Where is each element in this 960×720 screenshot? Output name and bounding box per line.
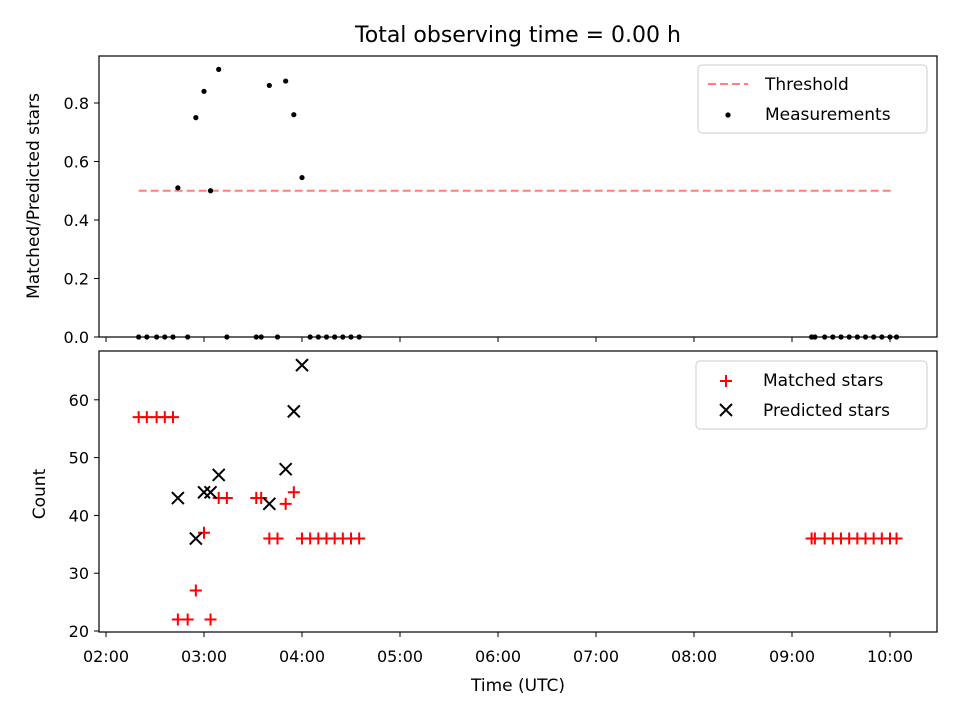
top-y-tick-label: 0.6 — [64, 153, 89, 172]
bottom-y-tick-label: 50 — [69, 449, 89, 468]
legend-predicted-swatch — [719, 403, 733, 417]
measurement-point — [283, 78, 289, 84]
legend-matched-label: Matched stars — [763, 371, 883, 391]
bottom-y-tick-label: 20 — [69, 622, 89, 641]
x-tick-label: 05:00 — [377, 647, 423, 666]
chart-title: Total observing time = 0.00 h — [354, 23, 681, 48]
predicted-star-marker — [287, 404, 301, 419]
measurement-point — [193, 115, 199, 121]
matched-star-marker — [255, 492, 268, 505]
legend-threshold-label: Threshold — [764, 75, 849, 95]
bottom-y-tick-label: 30 — [69, 564, 89, 583]
predicted-star-marker — [197, 485, 211, 499]
count-panel: 20 30 40 50 60 02:00 03:00 04:00 05:00 06:00 07:0… — [30, 350, 938, 696]
matched-star-marker — [204, 613, 217, 626]
x-tick-label: 08:00 — [671, 647, 717, 666]
predicted-star-marker — [278, 462, 293, 476]
bottom-axes-frame — [98, 350, 938, 633]
matched-star-marker — [890, 532, 903, 545]
top-legend: Threshold Measurements — [697, 64, 928, 134]
top-x-ticks — [105, 337, 891, 342]
bottom-y-tick-label: 40 — [69, 506, 89, 525]
bottom-legend: Matched stars Predicted stars — [695, 360, 928, 430]
legend-measurements-swatch — [725, 112, 731, 118]
measurement-point — [299, 174, 305, 181]
predicted-star-marker — [203, 485, 218, 499]
measurement-point — [266, 82, 272, 89]
matched-star-marker — [189, 584, 202, 597]
matched-star-marker — [166, 411, 179, 424]
top-y-tick-label: 0.4 — [64, 211, 89, 230]
measurement-point — [216, 66, 222, 72]
matched-star-marker — [279, 497, 292, 510]
measurement-point — [207, 188, 214, 194]
matched-star-marker — [220, 492, 233, 505]
x-tick-label: 07:00 — [573, 647, 619, 666]
top-y-axis-label: Matched/Predicted stars — [24, 93, 44, 299]
ratio-panel: 0.00.20.40.60.8 Matched/Predicted stars … — [24, 55, 938, 347]
x-tick-label: 09:00 — [769, 647, 815, 666]
top-y-tick-label: 0.8 — [64, 94, 89, 113]
matched-star-marker — [287, 486, 300, 499]
measurement-point — [201, 88, 207, 94]
measurement-point — [175, 185, 181, 191]
top-y-tick-label: 0.2 — [64, 270, 89, 289]
legend-matched-swatch — [720, 375, 732, 387]
legend-measurements-label: Measurements — [765, 105, 891, 125]
x-tick-label: 04:00 — [279, 647, 325, 666]
predicted-star-marker — [171, 491, 185, 505]
top-y-tick-label: 0.0 — [64, 328, 89, 347]
matched-star-marker — [271, 532, 284, 545]
matched-star-marker — [353, 532, 366, 545]
legend-predicted-label: Predicted stars — [763, 401, 890, 421]
predicted-stars-points — [171, 358, 309, 546]
top-y-ticks: 0.0 0.2 0.4 0.6 0.8 — [64, 94, 99, 347]
matched-star-marker — [181, 613, 194, 626]
predicted-star-marker — [189, 531, 203, 546]
x-tick-label: 02:00 — [83, 647, 129, 666]
x-tick-label: 06:00 — [475, 647, 521, 666]
matched-stars-points — [132, 411, 903, 626]
top-legend-box — [697, 64, 928, 134]
bottom-y-axis-label: Count — [30, 468, 50, 519]
bottom-y-ticks: 20 30 40 50 60 — [69, 391, 99, 641]
bottom-y-tick-label: 60 — [69, 391, 89, 410]
predicted-star-marker — [262, 497, 277, 511]
x-tick-label: 03:00 — [181, 647, 227, 666]
bottom-legend-box — [695, 360, 928, 430]
predicted-star-marker — [211, 468, 226, 482]
bottom-x-ticks: 02:00 03:00 04:00 05:00 06:00 07:00 08:00 09:00… — [83, 632, 913, 666]
top-axes-frame — [98, 55, 938, 338]
predicted-star-marker — [295, 358, 309, 372]
x-tick-label: 10:00 — [867, 647, 913, 666]
measurement-point — [291, 112, 297, 118]
x-axis-label: Time (UTC) — [470, 676, 565, 696]
matched-star-marker — [198, 526, 210, 539]
